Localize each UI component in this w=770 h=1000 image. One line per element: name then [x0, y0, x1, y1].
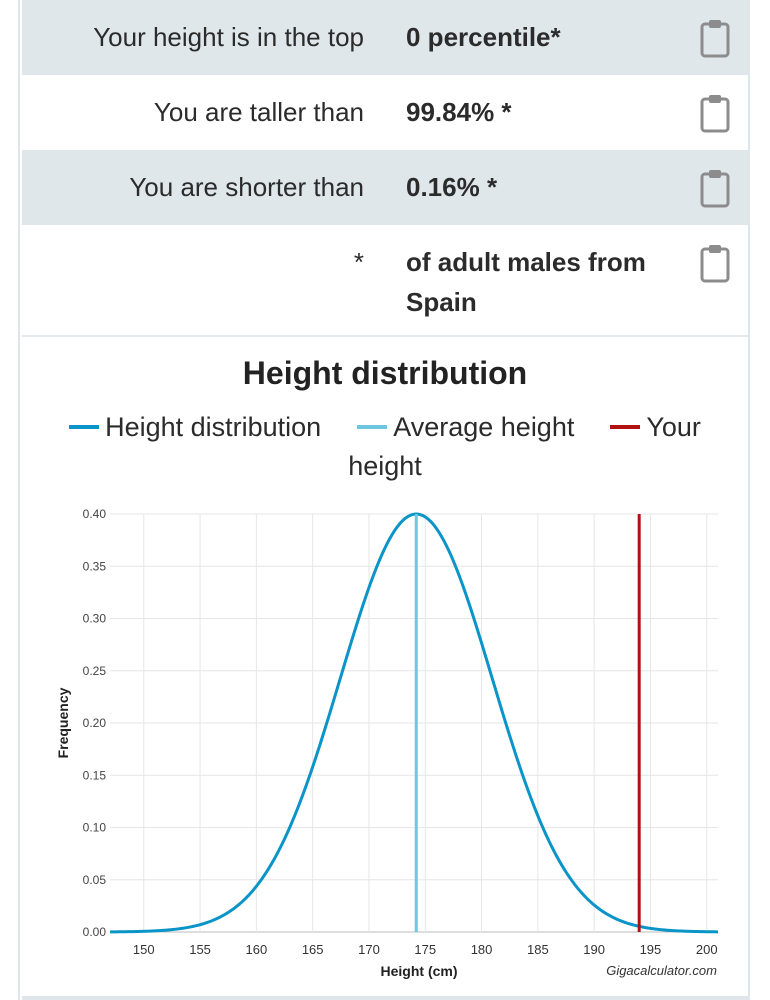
clipboard-icon[interactable]: [700, 93, 730, 133]
chart-legend: Height distribution Average height Your he…: [60, 408, 710, 486]
result-value: 99.84% *: [406, 97, 512, 127]
result-value: of adult males from Spain: [406, 247, 646, 317]
x-tick-label: 175: [414, 942, 436, 957]
legend-item-distribution[interactable]: Height distribution: [69, 412, 321, 442]
chart-credit: Gigacalculator.com: [606, 963, 717, 978]
result-value: 0.16% *: [406, 172, 498, 202]
y-tick-label: 0.00: [83, 925, 107, 939]
y-tick-label: 0.30: [83, 612, 107, 626]
results-table: Your height is in the top 0 percentile* …: [22, 0, 748, 337]
x-axis-label: Height (cm): [381, 963, 458, 979]
result-row-percentile: Your height is in the top 0 percentile*: [22, 0, 748, 75]
y-tick-label: 0.10: [83, 821, 107, 835]
x-tick-label: 150: [133, 942, 155, 957]
clipboard-icon[interactable]: [700, 168, 730, 208]
y-tick-label: 0.05: [83, 873, 107, 887]
legend-swatch-distribution: [69, 424, 100, 429]
clipboard-icon[interactable]: [700, 18, 730, 58]
x-tick-label: 170: [358, 942, 380, 957]
y-tick-label: 0.15: [83, 768, 107, 782]
x-tick-label: 190: [583, 942, 605, 957]
result-label: Your height is in the top: [93, 22, 364, 52]
content-frame: [18, 0, 750, 1000]
section-divider: [22, 996, 748, 1000]
result-label: You are taller than: [153, 97, 364, 127]
result-label: You are shorter than: [129, 172, 364, 202]
legend-swatch-your-height: [610, 424, 641, 429]
x-tick-label: 160: [246, 942, 268, 957]
y-tick-label: 0.20: [83, 716, 107, 730]
x-tick-label: 180: [471, 942, 493, 957]
legend-item-your-height[interactable]: Your height: [348, 412, 701, 481]
result-row-population: * of adult males from Spain: [22, 225, 748, 337]
chart-title: Height distribution: [242, 355, 528, 391]
clipboard-icon[interactable]: [700, 243, 730, 283]
x-tick-label: 185: [527, 942, 549, 957]
legend-item-average[interactable]: Average height: [357, 412, 574, 442]
result-row-taller: You are taller than 99.84% *: [22, 75, 748, 150]
legend-label: Average height: [393, 412, 575, 442]
legend-label: Your height: [348, 412, 701, 481]
y-tick-label: 0.25: [83, 664, 107, 678]
result-row-shorter: You are shorter than 0.16% *: [22, 150, 748, 225]
x-tick-label: 200: [696, 942, 718, 957]
y-tick-label: 0.35: [83, 559, 107, 573]
x-tick-label: 155: [189, 942, 211, 957]
legend-swatch-average: [357, 424, 388, 429]
y-axis-label: Frequency: [55, 687, 71, 758]
x-tick-label: 195: [640, 942, 662, 957]
legend-label: Height distribution: [105, 412, 322, 442]
height-distribution-chart: 0.00 0.05 0.10 0.15 0.20 0.25 0.30 0.35 0.40 150 1…: [55, 507, 719, 979]
result-label: *: [353, 247, 364, 277]
y-tick-label: 0.40: [83, 507, 107, 521]
distribution-curve: [109, 512, 719, 934]
result-value: 0 percentile*: [406, 22, 561, 52]
x-tick-label: 165: [302, 942, 324, 957]
